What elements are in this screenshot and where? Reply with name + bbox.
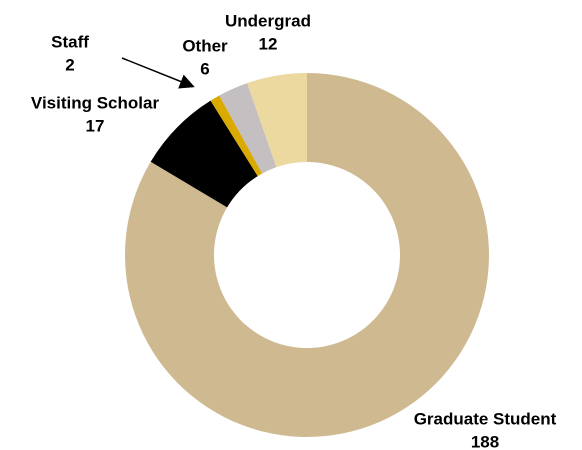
labels: Graduate Student 188 Visiting Scholar 17 Sta…	[31, 11, 557, 450]
donut-slice	[219, 83, 277, 174]
slice-value: 12	[259, 34, 278, 53]
donut-slice	[247, 73, 307, 168]
donut-slice	[150, 100, 258, 208]
slice-label: Other	[182, 36, 228, 55]
slice-label: Visiting Scholar	[31, 93, 160, 112]
slice-value: 2	[65, 55, 74, 74]
slice-label: Staff	[51, 32, 89, 51]
slice-value: 6	[200, 59, 209, 78]
slice-label: Undergrad	[225, 11, 311, 30]
donut-slice	[210, 95, 263, 177]
slice-value: 188	[471, 432, 499, 450]
slices	[124, 73, 490, 438]
donut-slice	[124, 73, 490, 438]
slice-value: 17	[86, 116, 105, 135]
staff-arrow	[121, 57, 195, 89]
slice-label: Graduate Student	[414, 409, 557, 428]
